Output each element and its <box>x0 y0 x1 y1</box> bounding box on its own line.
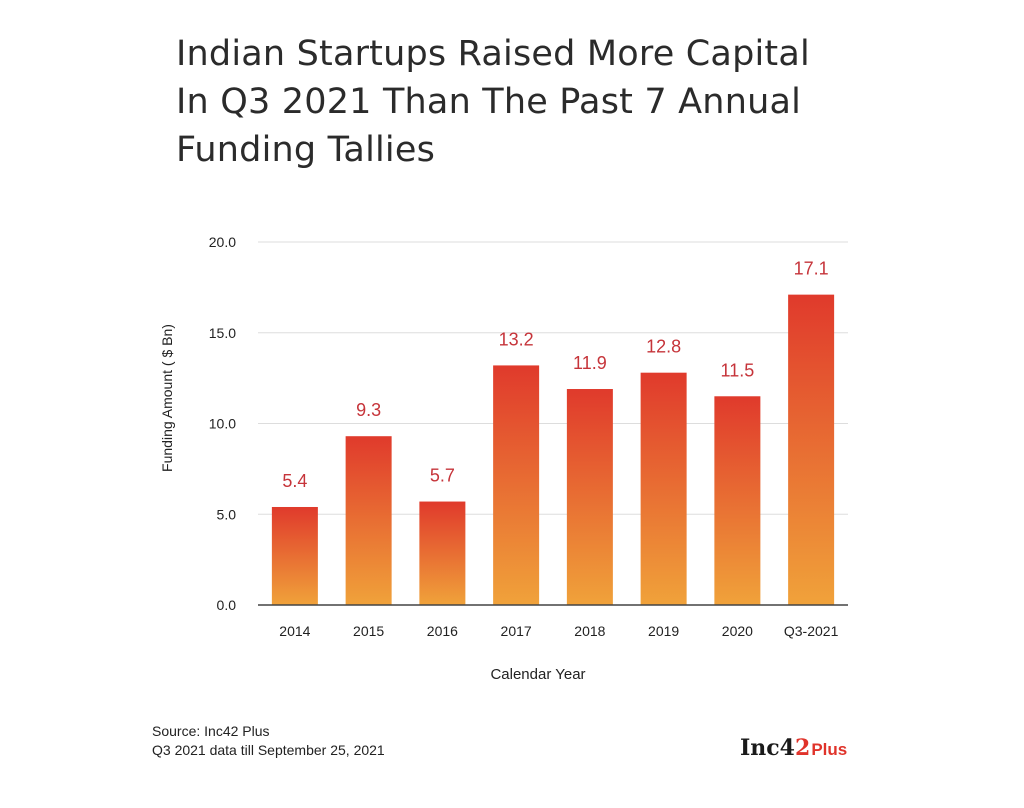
x-tick-label: 2014 <box>279 623 310 639</box>
bar-2019 <box>640 372 687 605</box>
title-line-2: In Q3 2021 Than The Past 7 Annual <box>176 82 802 122</box>
x-tick-label: 2018 <box>574 623 605 639</box>
bar-2014 <box>271 506 318 605</box>
source-note: Source: Inc42 Plus <box>152 723 270 739</box>
y-tick-label: 0.0 <box>217 597 237 613</box>
chart-title: Indian Startups Raised More Capital In Q… <box>176 30 896 174</box>
x-tick-label: 2020 <box>722 623 753 639</box>
value-labels: 5.4 9.3 5.7 13.2 11.9 12.8 11.5 17.1 <box>282 259 828 491</box>
x-tick-label: 2017 <box>501 623 532 639</box>
footer-notes: Source: Inc42 Plus Q3 2021 data till Sep… <box>152 722 385 760</box>
bar-2020 <box>714 396 761 605</box>
logo-suffix: Plus <box>811 740 848 759</box>
value-label: 13.2 <box>499 329 534 349</box>
title-line-3: Funding Tallies <box>176 130 436 170</box>
value-label: 12.8 <box>646 337 681 357</box>
x-tick-label: 2015 <box>353 623 384 639</box>
value-label: 5.7 <box>430 466 455 486</box>
x-tick-label: 2019 <box>648 623 679 639</box>
x-tick-label: 2016 <box>427 623 458 639</box>
y-tick-label: 20.0 <box>209 234 236 250</box>
x-axis-title: Calendar Year <box>490 666 585 683</box>
bar-2018 <box>566 389 613 605</box>
y-axis-ticks: 0.0 5.0 10.0 15.0 20.0 <box>209 234 236 613</box>
bar-q3-2021 <box>788 294 835 605</box>
logo-main: Inc4 <box>740 735 795 761</box>
value-label: 9.3 <box>356 400 381 420</box>
logo-accent: 2 <box>795 735 811 761</box>
data-cutoff-note: Q3 2021 data till September 25, 2021 <box>152 742 385 758</box>
bars <box>271 294 835 605</box>
inc42-plus-logo: Inc42Plus <box>740 735 847 761</box>
y-tick-label: 5.0 <box>217 506 237 522</box>
bar-chart: 0.0 5.0 10.0 15.0 20.0 5.4 9.3 5.7 13.2 11.9 12.8… <box>159 234 848 683</box>
y-axis-title: Funding Amount ( $ Bn) <box>159 324 175 472</box>
value-label: 11.9 <box>573 353 607 373</box>
value-label: 5.4 <box>282 471 307 491</box>
value-label: 17.1 <box>794 259 829 279</box>
y-tick-label: 15.0 <box>209 325 236 341</box>
bar-2016 <box>419 501 466 605</box>
x-axis-ticks: 2014 2015 2016 2017 2018 2019 2020 Q3-2021 <box>279 623 838 639</box>
bar-2017 <box>493 365 540 605</box>
title-line-1: Indian Startups Raised More Capital <box>176 34 810 74</box>
x-tick-label: Q3-2021 <box>784 623 839 639</box>
y-tick-label: 10.0 <box>209 416 236 432</box>
bar-2015 <box>345 436 392 605</box>
value-label: 11.5 <box>721 360 755 380</box>
